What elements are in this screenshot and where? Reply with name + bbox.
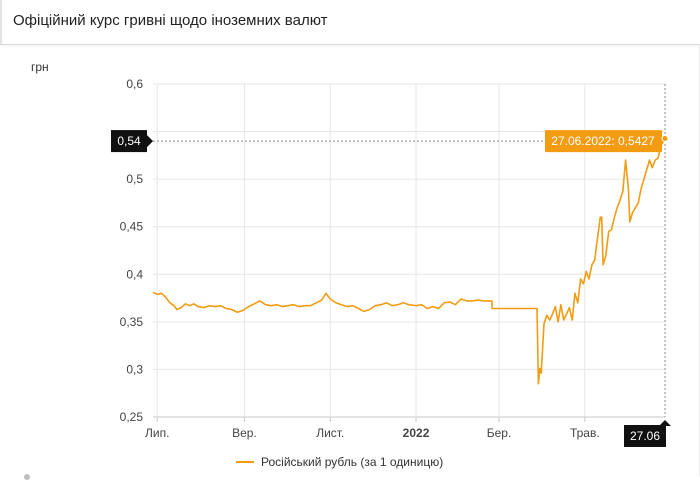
x-tick-label: Лист. bbox=[316, 426, 344, 440]
crosshair-x-badge bbox=[624, 425, 666, 447]
tooltip-box bbox=[545, 130, 662, 153]
x-tick-label: Лип. bbox=[145, 426, 169, 440]
x-tick-label: 2022 bbox=[403, 426, 430, 440]
crosshair-y-badge bbox=[111, 130, 147, 153]
header-accent bbox=[0, 0, 2, 44]
crosshair-y-label: 0,54 bbox=[117, 134, 141, 148]
x-tick-label: Бер. bbox=[487, 426, 512, 440]
crosshair-x-badge-pointer bbox=[659, 420, 671, 426]
x-tick-label: Трав. bbox=[570, 426, 600, 440]
y-tick-label: 0,4 bbox=[126, 267, 143, 281]
y-tick-label: 0,45 bbox=[120, 220, 144, 234]
crosshair-x-label: 27.06 bbox=[630, 429, 660, 443]
y-axis-title: грн bbox=[31, 60, 49, 74]
scroll-indicator bbox=[24, 474, 30, 480]
y-tick-label: 0,6 bbox=[126, 77, 143, 91]
chart-header: Офіційний курс гривні щодо іноземних вал… bbox=[0, 0, 700, 45]
y-tick-label: 0,35 bbox=[120, 315, 144, 329]
crosshair-y-badge-pointer bbox=[147, 135, 153, 148]
y-tick-label: 0,5 bbox=[126, 172, 143, 186]
x-tick-label: Вер. bbox=[232, 426, 257, 440]
legend-label[interactable]: Російський рубль (за 1 одиницю) bbox=[261, 455, 443, 469]
hover-point-marker bbox=[661, 135, 669, 143]
y-tick-label: 0,25 bbox=[120, 410, 144, 424]
chart-title: Офіційний курс гривні щодо іноземних вал… bbox=[13, 12, 328, 29]
y-tick-label: 0,3 bbox=[126, 362, 143, 376]
tooltip-text: 27.06.2022: 0,5427 bbox=[551, 134, 655, 148]
series-line[interactable] bbox=[152, 138, 666, 385]
